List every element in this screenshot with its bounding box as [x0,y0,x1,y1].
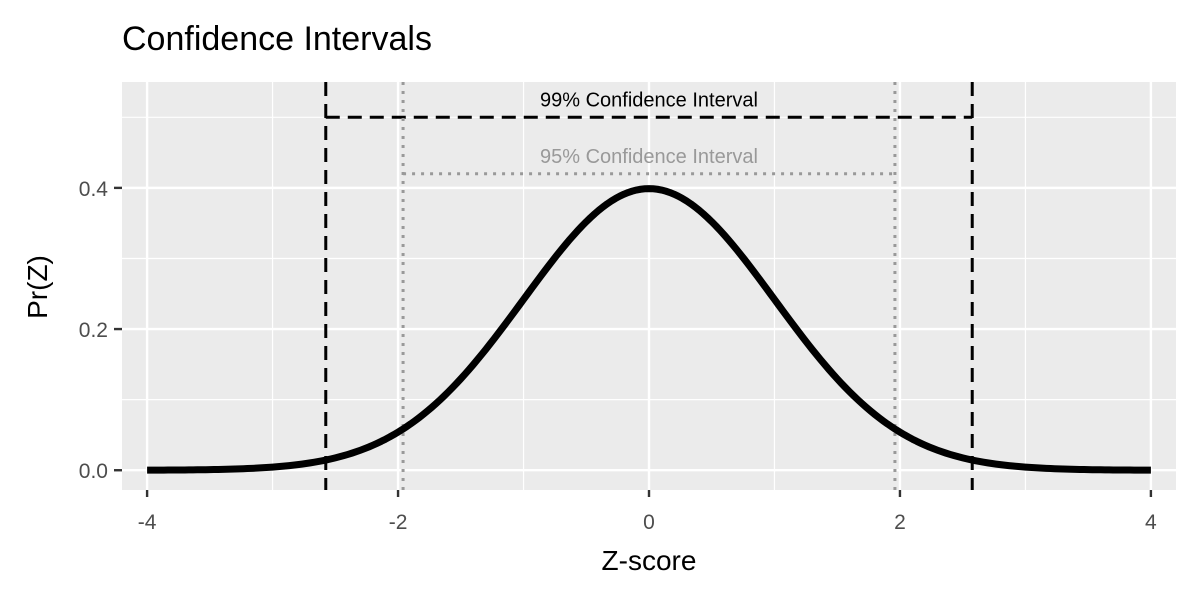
axes: -4 -2 0 2 4 0.0 0.2 0.4 [79,178,1157,534]
y-tick-label: 0.4 [79,178,109,201]
interval-annotations: 99% Confidence Interval 95% Confidence In… [540,89,758,167]
y-axis-title: Pr(Z) [22,255,53,319]
y-tick-label: 0.0 [79,460,108,483]
x-tick-label: 0 [643,511,655,534]
ci99-label: 99% Confidence Interval [540,89,758,111]
ci95-label: 95% Confidence Interval [540,146,758,168]
x-tick-label: -2 [389,511,408,534]
y-tick-label: 0.2 [79,319,108,342]
density-curve-layer [147,185,1151,474]
x-tick-label: 4 [1145,511,1157,534]
x-tick-label: -4 [138,511,157,534]
density-curve [147,185,1151,474]
confidence-interval-lines [324,82,974,490]
chart-title: Confidence Intervals [122,20,432,58]
x-axis-title: Z-score [602,545,697,576]
x-tick-label: 2 [894,511,906,534]
